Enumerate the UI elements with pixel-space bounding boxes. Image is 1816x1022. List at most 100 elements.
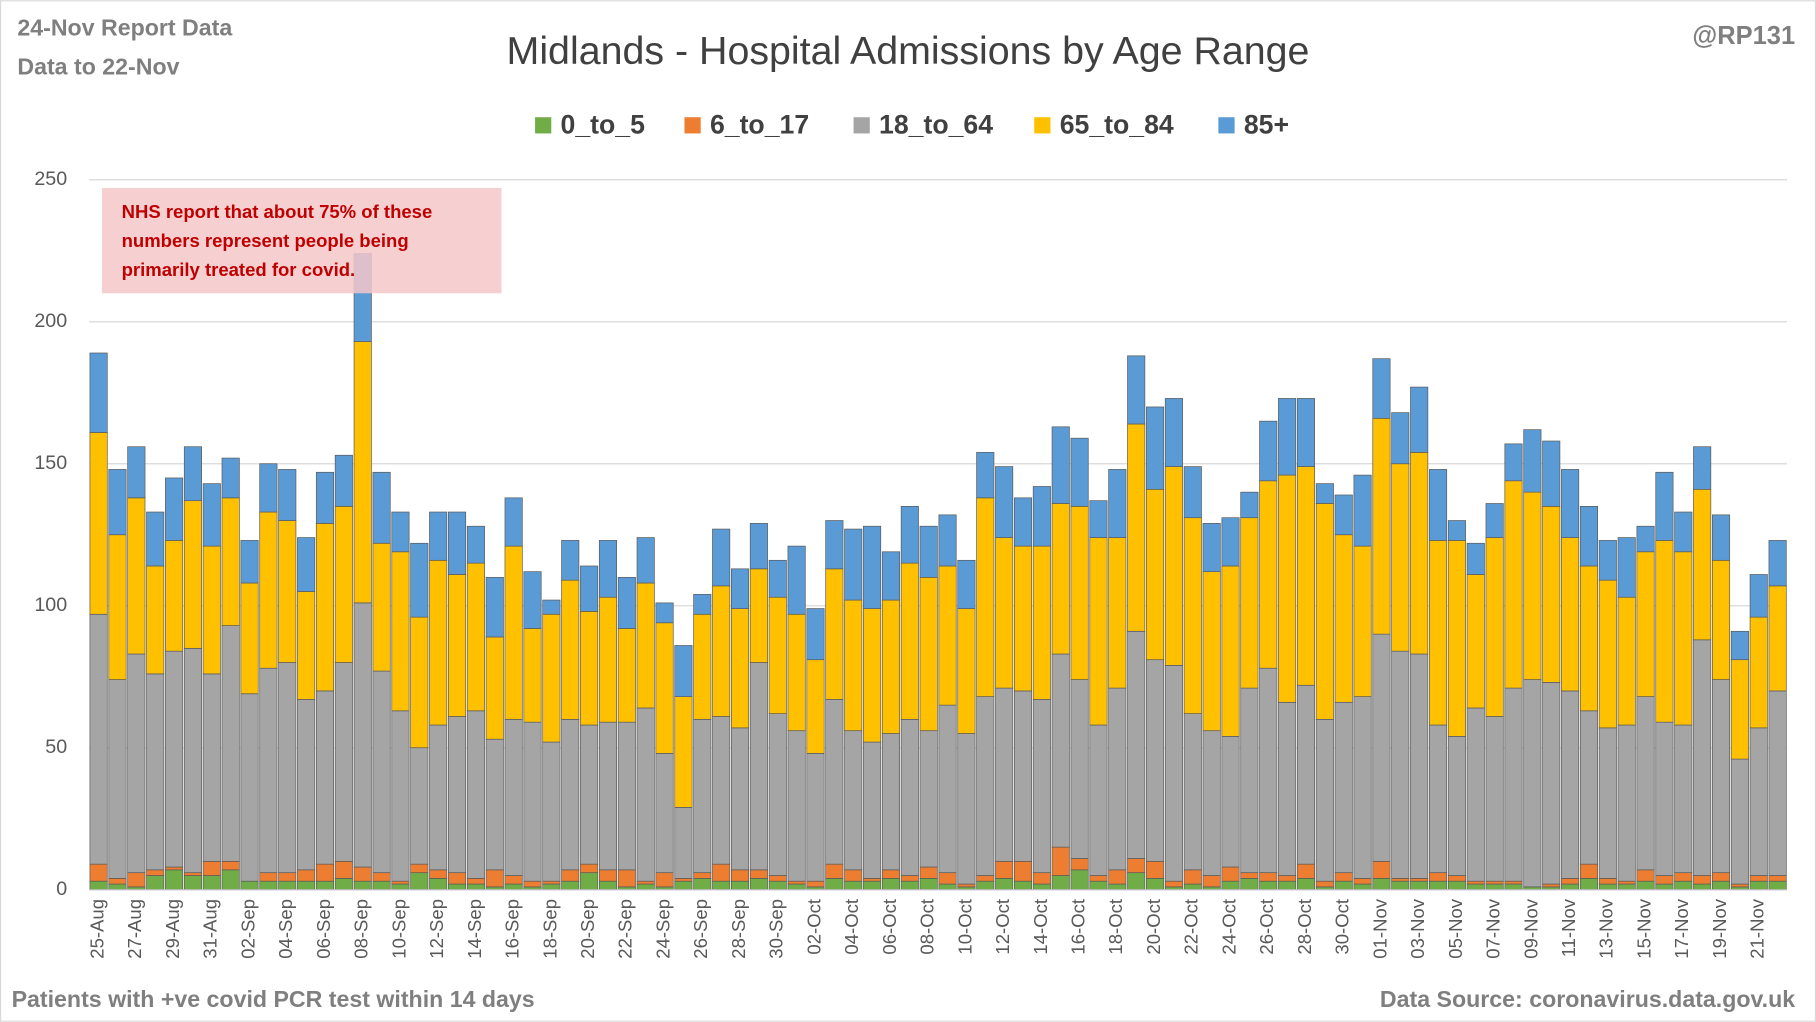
bar-segment xyxy=(1693,883,1712,891)
bar-segment xyxy=(731,568,750,609)
bar-segment xyxy=(1466,883,1485,891)
bar-segment xyxy=(1579,565,1598,712)
bar-segment xyxy=(957,608,976,734)
x-tick-label: 06-Oct xyxy=(879,898,900,954)
bar-segment xyxy=(636,880,655,885)
bar-segment xyxy=(787,730,806,882)
bar-segment xyxy=(1655,875,1674,885)
bar-segment xyxy=(1221,517,1240,567)
bar-segment xyxy=(1485,503,1504,538)
bar-segment xyxy=(1315,880,1334,888)
bar-segment xyxy=(410,616,429,749)
bar-segment xyxy=(278,520,297,663)
bar-segment xyxy=(1768,540,1787,587)
bar-segment xyxy=(1013,860,1033,882)
bar-segment xyxy=(863,741,882,879)
bar-segment xyxy=(674,880,693,891)
x-tick-label: 28-Sep xyxy=(728,899,749,959)
bar-segment xyxy=(221,860,240,871)
bar-segment xyxy=(127,872,146,888)
x-tick-label: 07-Nov xyxy=(1483,898,1504,958)
bar-segment xyxy=(1259,667,1278,874)
bar-segment xyxy=(1636,525,1655,553)
bar-segment xyxy=(655,602,674,624)
bar-segment xyxy=(542,741,561,882)
bar-segment xyxy=(542,613,561,743)
bar-segment xyxy=(731,727,750,871)
bar-segment xyxy=(372,880,391,891)
bar-segment xyxy=(674,807,693,879)
bar-segment xyxy=(1617,883,1636,891)
bar-segment xyxy=(844,869,863,882)
bar-segment xyxy=(1240,687,1259,874)
bar-segment xyxy=(1221,866,1240,882)
bar-segment xyxy=(655,622,674,754)
bar-segment xyxy=(485,738,504,871)
bar-segment xyxy=(1259,880,1278,891)
bar-segment xyxy=(1221,880,1240,891)
x-tick-label: 01-Nov xyxy=(1369,898,1390,958)
bar-segment xyxy=(1240,517,1259,689)
bar-segment xyxy=(353,341,372,604)
bar-segment xyxy=(561,540,580,581)
bar-segment xyxy=(712,528,731,587)
bar-segment xyxy=(504,497,523,547)
bar-segment xyxy=(768,596,787,714)
x-tick-label: 26-Oct xyxy=(1256,898,1277,954)
x-tick-label: 18-Sep xyxy=(539,899,560,959)
bar-segment xyxy=(1334,534,1353,703)
legend-swatch xyxy=(1218,117,1235,134)
x-tick-label: 22-Sep xyxy=(615,899,636,959)
x-tick-label: 17-Nov xyxy=(1671,898,1692,958)
bar-segment xyxy=(1334,872,1353,882)
bar-segment xyxy=(1711,559,1731,680)
bar-segment xyxy=(259,511,278,669)
bar-segment xyxy=(561,880,580,891)
bar-segment xyxy=(598,869,617,882)
bar-segment xyxy=(1447,540,1466,737)
bar-segment xyxy=(240,693,259,882)
bar-segment xyxy=(693,878,712,891)
bar-segment xyxy=(410,747,429,865)
bar-segment xyxy=(448,511,467,575)
bar-segment xyxy=(1447,875,1466,882)
bar-segment xyxy=(1674,880,1693,891)
bar-segment xyxy=(636,707,655,882)
bar-segment xyxy=(1146,659,1165,862)
bar-segment xyxy=(976,696,995,876)
bar-segment xyxy=(1183,466,1202,519)
bar-segment xyxy=(957,559,976,609)
bar-segment xyxy=(1070,869,1089,891)
x-tick-label: 27-Aug xyxy=(124,899,145,959)
bar-segment xyxy=(221,497,240,626)
bar-segment xyxy=(1146,488,1165,661)
x-tick-label: 22-Oct xyxy=(1181,898,1202,954)
bar-segment xyxy=(1315,718,1334,882)
bar-segment xyxy=(863,525,882,609)
bar-segment xyxy=(976,497,995,697)
bar-segment xyxy=(278,880,297,891)
chart-title: Midlands - Hospital Admissions by Age Ra… xyxy=(507,29,1310,73)
bar-segment xyxy=(1504,883,1523,891)
bar-segment xyxy=(825,568,844,700)
bar-segment xyxy=(1674,551,1693,726)
x-tick-label: 21-Nov xyxy=(1747,898,1768,958)
bar-segment xyxy=(1429,469,1448,541)
bar-segment xyxy=(749,568,768,663)
bar-segment xyxy=(1259,480,1278,669)
bar-segment xyxy=(334,505,353,663)
bar-segment xyxy=(1334,494,1353,536)
bar-segment xyxy=(202,545,221,675)
x-tick-label: 28-Oct xyxy=(1294,898,1315,954)
bar-segment xyxy=(183,875,202,891)
bar-segment xyxy=(561,579,580,720)
x-tick-label: 13-Nov xyxy=(1596,898,1617,958)
bar-segment xyxy=(787,545,806,615)
bar-segment xyxy=(1579,863,1598,879)
bar-segment xyxy=(1108,469,1127,538)
bar-segment xyxy=(504,875,523,885)
bar-segment xyxy=(1561,878,1580,885)
bar-segment xyxy=(1127,423,1146,632)
report-line: Data to 22-Nov xyxy=(17,54,179,80)
x-tick-label: 09-Nov xyxy=(1520,898,1541,958)
